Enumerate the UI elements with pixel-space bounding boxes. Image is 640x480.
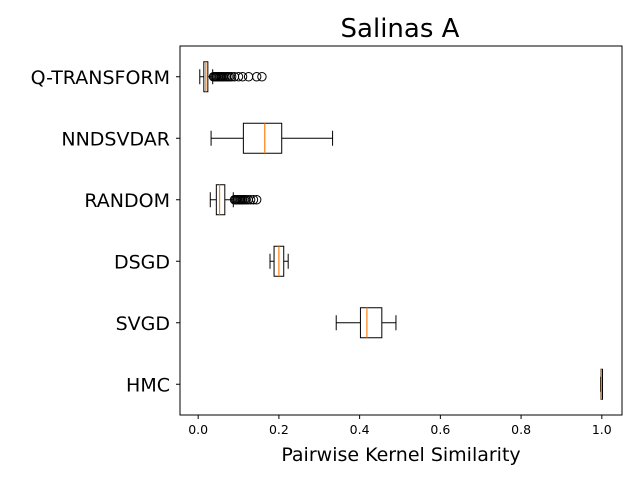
box-iqr xyxy=(215,184,226,216)
chart-title: Salinas A xyxy=(341,14,460,44)
y-tick-label-dsgd: DSGD xyxy=(114,251,170,273)
box-iqr xyxy=(242,122,283,154)
x-tick-label: 0.6 xyxy=(430,422,450,437)
y-tick-label-random: RANDOM xyxy=(84,190,170,212)
outlier-point xyxy=(251,195,262,205)
outlier-point xyxy=(237,72,248,82)
x-tick-label: 0.0 xyxy=(188,422,208,437)
x-tick-label: 1.0 xyxy=(592,422,612,437)
outlier-point xyxy=(257,72,267,82)
x-axis-ticks: 0.0 0.2 0.4 0.6 0.8 1.0 xyxy=(188,415,612,437)
box-hmc xyxy=(600,368,604,400)
box-iqr xyxy=(359,307,383,339)
outlier-point xyxy=(245,195,256,205)
x-tick-label: 0.8 xyxy=(511,422,531,437)
box-q-transform xyxy=(199,61,267,93)
outlier-point xyxy=(233,72,244,82)
y-axis-ticks: Q-TRANSFORM NNDSVDAR RANDOM DSGD SVGD HMC xyxy=(31,67,180,396)
boxes-layer xyxy=(199,61,604,400)
x-tick-label: 0.4 xyxy=(350,422,370,437)
outlier-point xyxy=(243,72,254,82)
outlier-point xyxy=(251,72,262,82)
y-tick-label-q-transform: Q-TRANSFORM xyxy=(31,67,170,89)
x-tick-label: 0.2 xyxy=(269,422,289,437)
y-tick-label-svgd: SVGD xyxy=(116,313,170,335)
y-tick-label-hmc: HMC xyxy=(126,374,170,396)
x-axis-label: Pairwise Kernel Similarity xyxy=(281,444,520,466)
y-tick-label-nndsvdar: NNDSVDAR xyxy=(61,128,170,150)
box-dsgd xyxy=(269,245,289,277)
outlier-point xyxy=(226,72,237,82)
box-svgd xyxy=(335,307,397,339)
outlier-point xyxy=(248,195,259,205)
box-nndsvdar xyxy=(210,122,334,154)
box-random xyxy=(209,184,262,216)
plot-area-frame xyxy=(179,45,623,416)
